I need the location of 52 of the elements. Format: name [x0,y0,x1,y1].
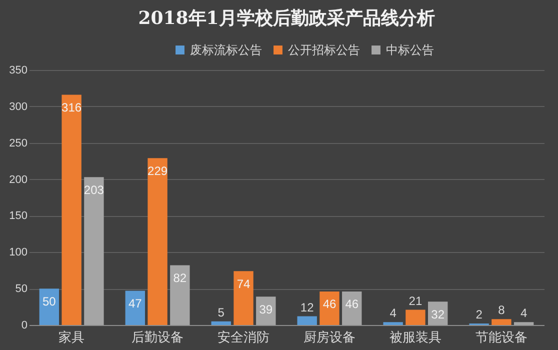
x-tick-label: 厨房设备 [303,330,356,344]
y-tick-label: 200 [9,174,28,186]
y-tick-label: 100 [9,246,28,259]
bar [256,296,276,325]
data-label: 229 [148,164,168,178]
bar [234,271,254,325]
data-label: 46 [322,297,336,312]
y-tick-label: 150 [9,210,28,222]
bar [492,319,512,325]
data-label: 46 [345,297,359,312]
bar [211,321,231,325]
legend-label: 废标流标公告 [190,43,262,57]
data-label: 2 [476,308,483,322]
data-label: 12 [300,300,314,314]
data-label: 316 [62,100,82,115]
bar [148,158,168,325]
data-label: 39 [259,302,273,316]
x-tick-label: 安全消防 [218,330,270,344]
bar [514,322,534,325]
y-tick-label: 250 [9,137,28,150]
y-tick-label: 0 [21,320,28,332]
bar [39,288,60,325]
bar [84,177,104,325]
data-label: 4 [390,306,397,320]
bar [125,290,145,325]
data-label: 4 [520,306,528,320]
x-tick-label: 后勤设备 [132,330,184,344]
data-label: 5 [218,305,225,320]
legend-label: 公开招标公告 [288,43,360,57]
y-tick-label: 350 [9,64,28,76]
data-label: 21 [408,294,422,308]
bar [383,322,403,325]
bar [406,310,426,325]
bar [320,291,340,325]
bar [170,265,190,325]
data-label: 74 [236,276,251,291]
y-tick-label: 50 [15,283,28,296]
data-label: 47 [128,296,142,311]
data-label: 32 [431,307,445,322]
x-tick-label: 节能设备 [475,330,528,344]
bar [297,316,317,325]
bar [62,94,82,325]
x-tick-label: 被服装具 [389,330,442,344]
x-tick-label: 家具 [58,330,85,344]
y-tick-label: 300 [9,100,28,113]
bar [342,291,362,325]
legend-label: 中标公告 [386,43,434,57]
data-label: 203 [84,182,104,197]
chart-title: 2018年1月学校后勤政采产品线分析 [138,8,435,29]
data-label: 82 [173,271,187,286]
data-label: 8 [498,303,506,318]
data-label: 50 [42,294,56,308]
